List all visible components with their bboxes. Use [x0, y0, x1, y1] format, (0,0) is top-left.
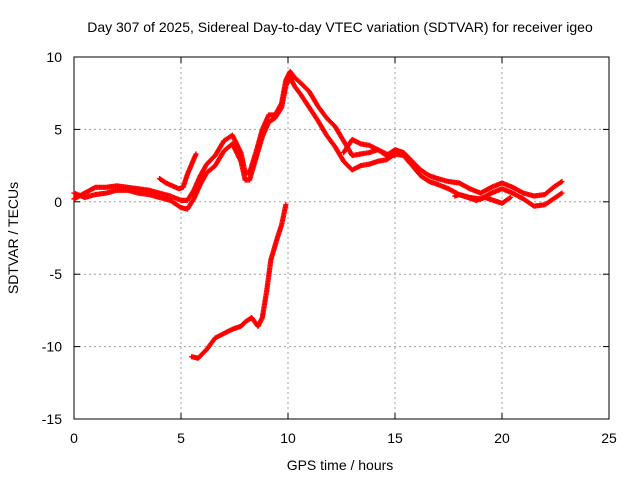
x-tick-label: 0: [70, 430, 78, 446]
series-arc-5: [341, 136, 398, 159]
y-tick-label: -15: [42, 411, 62, 427]
tick-marks: [73, 56, 610, 420]
chart-title: Day 307 of 2025, Sidereal Day-to-day VTE…: [87, 19, 593, 35]
x-tick-label: 10: [280, 430, 296, 446]
x-tick-label: 5: [177, 430, 185, 446]
y-tick-label: 0: [54, 194, 62, 210]
x-axis-label: GPS time / hours: [287, 457, 394, 473]
y-axis-label: SDTVAR / TECUs: [5, 182, 21, 294]
series-arc-4: [189, 202, 289, 361]
data-points: [71, 68, 565, 361]
x-tick-labels: 0 5 10 15 20 25: [70, 430, 617, 446]
y-tick-label: 5: [54, 121, 62, 137]
series-arc-6: [452, 191, 514, 206]
series-arc-3: [157, 151, 199, 192]
data-point: [559, 178, 565, 185]
y-tick-labels: -15 -10 -5 0 5 10: [42, 49, 62, 427]
data-point: [283, 202, 289, 208]
x-tick-label: 20: [494, 430, 510, 446]
data-point: [193, 151, 199, 157]
x-tick-label: 15: [387, 430, 403, 446]
y-tick-label: -5: [50, 266, 63, 282]
data-point: [507, 194, 514, 201]
x-tick-label: 25: [601, 430, 617, 446]
y-tick-label: 10: [46, 49, 62, 65]
data-point: [559, 190, 565, 196]
y-tick-label: -10: [42, 339, 62, 355]
series-arc-2: [71, 68, 565, 203]
grid-lines: [74, 57, 609, 419]
data-point: [392, 152, 398, 159]
plot-frame: [73, 56, 610, 420]
